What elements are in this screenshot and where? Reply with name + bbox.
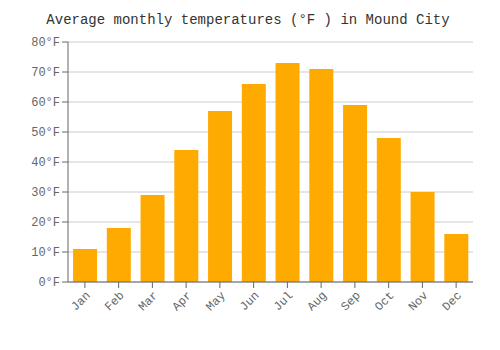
- svg-text:0°F: 0°F: [38, 276, 60, 290]
- svg-text:Feb: Feb: [102, 289, 127, 314]
- svg-text:20°F: 20°F: [31, 216, 60, 230]
- svg-text:Oct: Oct: [372, 289, 397, 314]
- svg-text:60°F: 60°F: [31, 96, 60, 110]
- svg-text:40°F: 40°F: [31, 156, 60, 170]
- svg-text:Nov: Nov: [406, 289, 431, 314]
- svg-text:50°F: 50°F: [31, 126, 60, 140]
- svg-text:80°F: 80°F: [31, 36, 60, 50]
- svg-text:Dec: Dec: [440, 289, 465, 314]
- svg-text:Apr: Apr: [170, 289, 195, 314]
- svg-text:Jun: Jun: [237, 289, 262, 314]
- svg-text:Jul: Jul: [271, 289, 296, 314]
- svg-text:May: May: [204, 289, 229, 314]
- svg-text:10°F: 10°F: [31, 246, 60, 260]
- svg-text:30°F: 30°F: [31, 186, 60, 200]
- html-text:Average monthly temperatures (: Average monthly temperatures (°F ) in Mo…: [46, 12, 450, 28]
- svg-text:Sep: Sep: [339, 289, 364, 314]
- svg-text:Jan: Jan: [69, 289, 94, 314]
- svg-text:Aug: Aug: [305, 289, 330, 314]
- svg-text:Mar: Mar: [136, 289, 161, 314]
- svg-text:70°F: 70°F: [31, 66, 60, 80]
